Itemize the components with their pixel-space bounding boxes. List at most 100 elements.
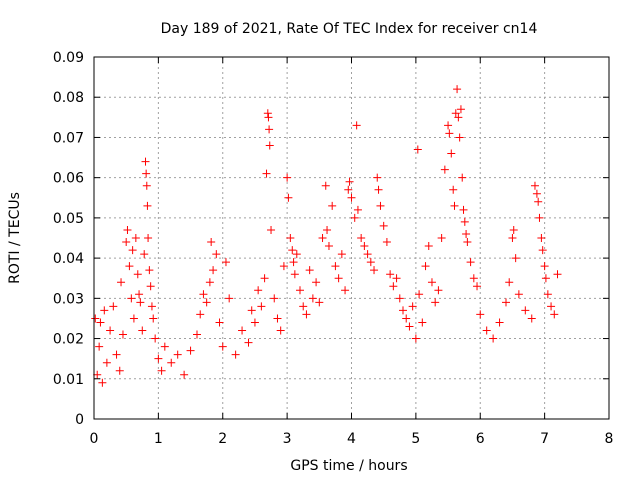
data-point bbox=[463, 238, 472, 247]
data-point bbox=[353, 205, 362, 214]
data-point bbox=[276, 326, 285, 335]
data-point bbox=[299, 302, 308, 311]
data-point bbox=[466, 258, 475, 267]
data-point bbox=[260, 274, 269, 283]
data-point bbox=[458, 173, 467, 182]
data-point bbox=[370, 266, 379, 275]
data-point bbox=[238, 326, 247, 335]
data-point bbox=[469, 274, 478, 283]
data-point bbox=[247, 306, 256, 315]
data-point bbox=[318, 234, 327, 242]
data-point bbox=[535, 213, 544, 222]
data-point bbox=[357, 234, 366, 242]
y-tick-label: 0.09 bbox=[53, 50, 84, 66]
x-tick-label: 7 bbox=[540, 431, 549, 447]
y-tick-label: 0.01 bbox=[53, 372, 84, 388]
y-tick-label: 0.06 bbox=[53, 171, 84, 187]
data-point bbox=[144, 234, 153, 242]
data-point bbox=[399, 306, 407, 315]
data-point bbox=[537, 234, 546, 242]
data-point bbox=[91, 314, 100, 323]
data-point bbox=[540, 262, 549, 271]
x-tick-label: 6 bbox=[476, 431, 485, 447]
data-point bbox=[102, 358, 111, 367]
ticks-layer: 0 1 2 3 4 5 6 7 8 0 0.01 0.02 0.03 0.04 0.05 0.06 0.07 0.… bbox=[53, 50, 614, 447]
x-tick-label: 5 bbox=[411, 431, 420, 447]
data-point bbox=[279, 262, 288, 271]
data-point bbox=[289, 258, 298, 267]
data-point bbox=[511, 254, 520, 263]
data-point bbox=[434, 286, 443, 295]
data-point bbox=[447, 149, 456, 158]
data-point bbox=[127, 294, 136, 303]
data-point bbox=[218, 342, 227, 351]
data-point bbox=[106, 326, 115, 335]
y-tick-label: 0.04 bbox=[53, 251, 84, 267]
data-point bbox=[136, 298, 145, 307]
data-point bbox=[402, 314, 411, 323]
data-point bbox=[337, 250, 346, 259]
data-point bbox=[225, 294, 234, 303]
data-point bbox=[209, 266, 218, 275]
data-point bbox=[154, 354, 163, 363]
data-point bbox=[350, 213, 359, 222]
data-point bbox=[415, 290, 424, 299]
data-point bbox=[473, 282, 482, 291]
points-layer bbox=[91, 85, 562, 387]
x-tick-label: 8 bbox=[605, 431, 614, 447]
data-point bbox=[547, 302, 556, 311]
data-point bbox=[95, 342, 104, 351]
y-tick-label: 0.08 bbox=[53, 90, 84, 106]
data-point bbox=[122, 238, 131, 247]
data-point bbox=[527, 314, 536, 323]
data-point bbox=[360, 242, 369, 251]
data-point bbox=[386, 270, 395, 279]
y-tick-label: 0.07 bbox=[53, 130, 84, 146]
data-point bbox=[376, 201, 385, 210]
data-point bbox=[455, 133, 464, 142]
data-point bbox=[308, 294, 317, 303]
data-point bbox=[273, 314, 282, 323]
data-point bbox=[323, 225, 332, 234]
data-point bbox=[231, 350, 240, 359]
data-point bbox=[296, 286, 304, 295]
data-point bbox=[288, 246, 297, 255]
y-tick-label: 0.03 bbox=[53, 291, 84, 307]
y-tick-label: 0 bbox=[75, 412, 84, 428]
data-point bbox=[207, 238, 216, 247]
data-point bbox=[117, 278, 126, 287]
x-tick-label: 0 bbox=[90, 431, 99, 447]
data-point bbox=[305, 266, 314, 275]
data-point bbox=[262, 169, 271, 178]
y-axis-label: ROTI / TECUs bbox=[7, 192, 23, 284]
data-point bbox=[100, 306, 109, 315]
data-point bbox=[328, 201, 337, 210]
data-point bbox=[444, 121, 453, 130]
data-point bbox=[215, 318, 224, 327]
data-point bbox=[140, 250, 149, 259]
data-point bbox=[534, 197, 543, 206]
data-point bbox=[541, 274, 550, 283]
data-point bbox=[186, 346, 195, 355]
data-point bbox=[128, 246, 137, 255]
data-point bbox=[205, 278, 214, 287]
data-point bbox=[445, 129, 454, 138]
data-point bbox=[505, 278, 514, 287]
data-point bbox=[284, 193, 293, 202]
data-point bbox=[141, 157, 150, 166]
data-point bbox=[411, 334, 420, 343]
data-point bbox=[352, 121, 361, 130]
data-point bbox=[96, 318, 105, 327]
data-point bbox=[312, 278, 321, 287]
data-point bbox=[413, 145, 422, 154]
data-point bbox=[302, 310, 311, 319]
data-point bbox=[292, 250, 301, 259]
data-point bbox=[460, 217, 469, 226]
data-point bbox=[405, 322, 414, 331]
data-point bbox=[508, 234, 517, 242]
data-point bbox=[138, 326, 147, 335]
data-point bbox=[509, 225, 518, 234]
data-point bbox=[395, 294, 404, 303]
data-point bbox=[263, 109, 272, 118]
